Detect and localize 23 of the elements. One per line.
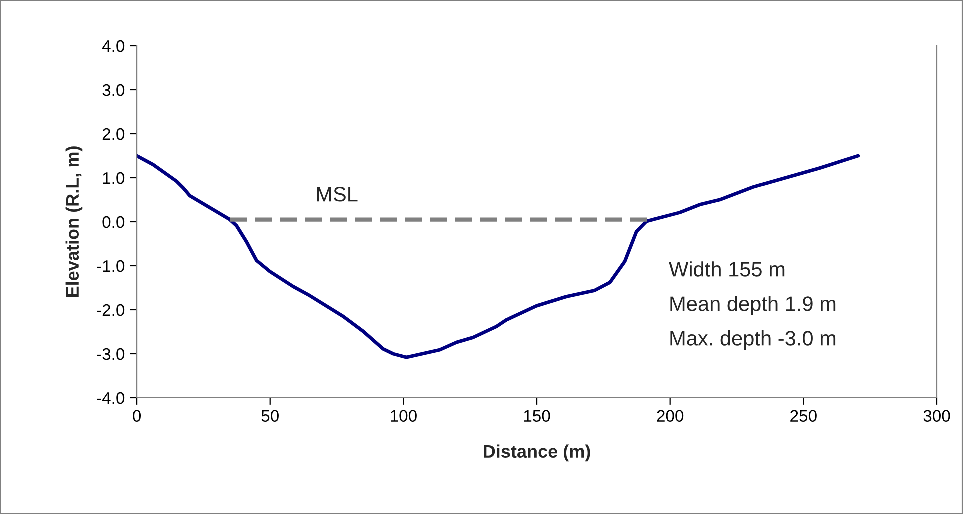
x-tick-label: 150 [524, 410, 550, 422]
x-tick-label: 50 [262, 410, 279, 422]
x-tick-label: 200 [657, 410, 684, 422]
y-axis-title: Elevation (R.L, m) [66, 146, 83, 298]
y-tick-label: -1.0 [97, 260, 125, 272]
y-tick-label: 3.0 [102, 84, 125, 96]
x-tick-label: 300 [924, 410, 950, 422]
y-tick-label: 4.0 [102, 40, 125, 52]
x-tick-label: 250 [790, 410, 817, 422]
y-tick-label: 1.0 [103, 172, 125, 184]
annotation: Mean depth 1.9 m [670, 296, 836, 316]
annotation: Max. depth -3.0 m [670, 330, 836, 350]
annotation: MSL [317, 187, 358, 202]
x-tick-label: 100 [391, 410, 417, 422]
x-axis-title: Distance (m) [484, 444, 590, 462]
y-tick-label: -3.0 [97, 348, 125, 360]
y-tick-label: -4.0 [97, 392, 125, 404]
y-tick-label: 0.0 [102, 216, 125, 228]
y-tick-label: -2.0 [97, 304, 125, 316]
line-series [137, 154, 860, 360]
annotation: Width 155 m [669, 262, 785, 277]
y-tick-label: 2.0 [102, 128, 125, 140]
x-tick-label: 0 [133, 410, 142, 422]
